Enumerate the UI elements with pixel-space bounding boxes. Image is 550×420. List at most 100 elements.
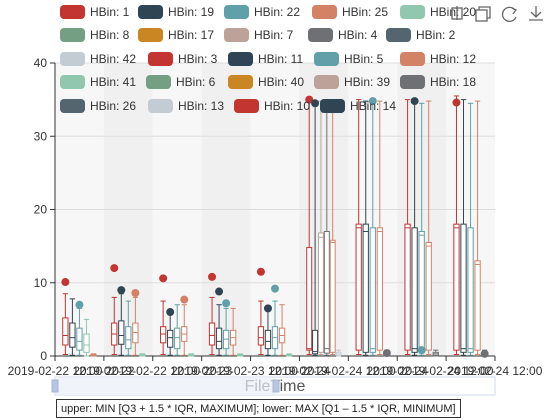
legend-item[interactable]: HBin: 4 — [308, 28, 378, 42]
tooltip: upper: MIN [Q3 + 1.5 * IQR, MAXIMUM]; lo… — [56, 399, 461, 418]
box-body — [208, 322, 216, 346]
x-tick-label: 2019-02-24 — [367, 364, 429, 378]
legend-item[interactable]: HBin: 13 — [148, 99, 224, 113]
legend-label: HBin: 14 — [350, 99, 396, 113]
legend-item[interactable]: HBin: 2 — [386, 28, 456, 42]
legend-item[interactable]: HBin: 26 — [60, 99, 136, 113]
box-body — [167, 329, 174, 348]
legend-item[interactable]: HBin: 3 — [148, 52, 218, 66]
box-body — [369, 227, 376, 353]
legend-label: HBin: 2 — [416, 28, 456, 42]
legend-item[interactable]: HBin: 12 — [400, 52, 476, 66]
zoom-icon[interactable] — [451, 6, 463, 20]
legend-item[interactable]: HBin: 5 — [314, 52, 384, 66]
legend-swatch — [320, 99, 345, 113]
outlier-point — [75, 300, 84, 309]
legend-item[interactable]: HBin: 7 — [224, 28, 294, 42]
y-tick-label: 10 — [34, 276, 48, 290]
outlier-point — [480, 349, 489, 358]
legend-item[interactable]: HBin: 8 — [60, 28, 130, 42]
outlier-point — [180, 295, 189, 304]
box — [312, 102, 319, 356]
legend-swatch — [224, 28, 249, 42]
outlier-point — [61, 278, 70, 287]
box — [271, 300, 279, 356]
box-body — [355, 223, 362, 351]
box — [355, 99, 362, 356]
box — [125, 300, 132, 356]
legend-label: HBin: 40 — [258, 75, 304, 89]
outlier-point — [382, 349, 391, 358]
legend-item[interactable]: HBin: 22 — [224, 5, 300, 19]
restore-icon-shape — [501, 6, 517, 22]
legend-swatch — [314, 52, 339, 66]
legend-label: HBin: 4 — [338, 28, 378, 42]
box-body — [118, 320, 125, 345]
legend-label: HBin: 5 — [344, 52, 384, 66]
legend-item[interactable]: HBin: 1 — [60, 5, 130, 19]
restore-icon[interactable] — [501, 6, 517, 22]
box — [278, 304, 286, 356]
outlier-point — [410, 97, 419, 106]
legend-label: HBin: 13 — [178, 99, 224, 113]
legend-swatch — [400, 5, 425, 19]
legend-swatch — [386, 28, 411, 42]
y-tick-label: 0 — [40, 349, 47, 363]
box — [90, 353, 97, 357]
legend-label: HBin: 39 — [344, 75, 390, 89]
zoom-reset-icon[interactable] — [475, 6, 491, 22]
legend-swatch — [400, 52, 425, 66]
legend-label: HBin: 3 — [178, 52, 218, 66]
outlier-point — [256, 267, 265, 276]
box-body — [425, 241, 432, 351]
box-body — [411, 227, 418, 353]
box — [474, 100, 481, 356]
legend-swatch — [314, 75, 339, 89]
legend-swatch — [138, 28, 163, 42]
legend-label: HBin: 17 — [168, 28, 214, 42]
data-zoom-slider[interactable] — [51, 376, 496, 396]
legend-item[interactable]: HBin: 41 — [60, 75, 136, 89]
box — [62, 293, 69, 356]
box-body — [453, 223, 460, 351]
toolbox — [451, 6, 543, 22]
legend-item[interactable]: HBin: 17 — [138, 28, 214, 42]
box — [181, 304, 188, 356]
legend-swatch — [60, 99, 85, 113]
x-tick-label: 2019-02-24 12:00 — [399, 364, 494, 378]
legend-item[interactable]: HBin: 6 — [146, 75, 216, 89]
legend-item[interactable]: HBin: 20 — [400, 5, 476, 19]
legend-swatch — [234, 99, 259, 113]
legend-item[interactable]: HBin: 19 — [138, 5, 214, 19]
legend-item[interactable]: HBin: 18 — [400, 75, 476, 89]
legend-item[interactable]: HBin: 11 — [228, 52, 303, 66]
legend-label: HBin: 26 — [90, 99, 136, 113]
box-body — [317, 232, 324, 353]
legend-label: HBin: 12 — [430, 52, 476, 66]
outlier-point — [166, 308, 175, 317]
legend-item[interactable]: HBin: 42 — [60, 52, 136, 66]
zoom-reset-icon-shape — [478, 6, 491, 19]
box-body — [404, 223, 411, 351]
box — [317, 100, 324, 356]
outlier-point — [305, 95, 314, 104]
box — [425, 100, 432, 356]
box — [208, 296, 216, 356]
download-icon[interactable] — [529, 6, 543, 21]
outlier-point — [417, 346, 426, 355]
zoom-slider-handle-right — [272, 379, 280, 393]
legend-item[interactable]: HBin: 39 — [314, 75, 390, 89]
legend-label: HBin: 11 — [258, 52, 303, 66]
box — [69, 298, 76, 356]
legend-item[interactable]: HBin: 10 — [234, 99, 310, 113]
x-tick-label: 2019-02-24 — [269, 364, 331, 378]
legend-item[interactable]: HBin: 25 — [312, 5, 388, 19]
box — [167, 311, 174, 356]
legend-item[interactable]: HBin: 40 — [228, 75, 304, 89]
outlier-point — [215, 287, 224, 296]
box-body — [160, 326, 167, 344]
box — [432, 349, 439, 357]
legend-item[interactable]: HBin: 14 — [320, 99, 396, 113]
box-body — [474, 260, 481, 351]
